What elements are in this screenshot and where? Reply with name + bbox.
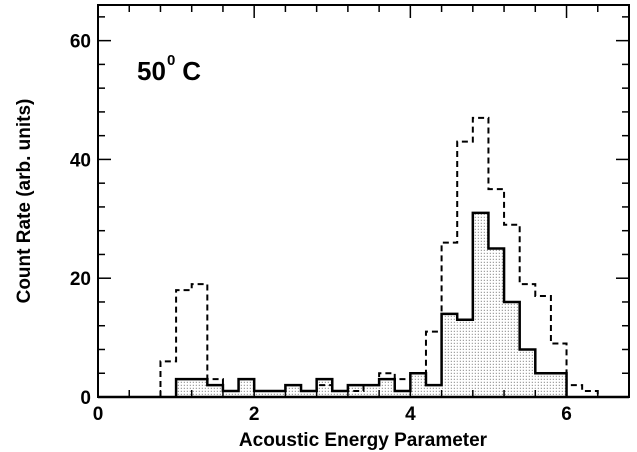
solid-bar-12 [363, 385, 380, 397]
x-tick-label: 2 [249, 404, 260, 425]
solid-bar-22 [519, 349, 536, 397]
annotation-main: 50 [137, 56, 166, 86]
solid-bar-3 [222, 391, 239, 397]
solid-bar-16 [425, 385, 442, 397]
solid-series-line [174, 211, 568, 397]
solid-bar-19 [472, 212, 489, 397]
solid-bar-21 [504, 301, 520, 397]
solid-bar-17 [441, 313, 458, 397]
solid-bar-6 [269, 391, 286, 397]
solid-bar-24 [550, 373, 567, 397]
annotation-suffix: C [175, 56, 201, 86]
solid-bar-2 [207, 385, 223, 397]
x-tick-label: 4 [405, 404, 416, 425]
solid-bar-8 [301, 391, 317, 397]
solid-bar-5 [254, 391, 270, 397]
annotation: 50 0 C [137, 52, 201, 86]
solid-bar-7 [285, 385, 302, 397]
solid-bar-13 [379, 379, 395, 397]
x-axis-label: Acoustic Energy Parameter [239, 430, 488, 451]
solid-bar-4 [238, 379, 255, 397]
y-axis-label: Count Rate (arb. units) [14, 99, 35, 304]
y-tick-label: 20 [70, 269, 91, 290]
y-tick-label: 60 [70, 32, 91, 53]
solid-bar-18 [457, 319, 473, 397]
solid-bar-14 [394, 391, 411, 397]
solid-bar-15 [410, 373, 426, 397]
annotation-superscript: 0 [167, 52, 175, 69]
solid-bar-1 [191, 379, 208, 397]
solid-bar-10 [332, 391, 348, 397]
solid-bar-20 [488, 248, 505, 397]
plot-area [98, 116, 629, 399]
solid-bar-9 [316, 379, 333, 397]
x-tick-label: 6 [561, 404, 572, 425]
x-tick-label: 0 [93, 404, 104, 425]
solid-bar-0 [176, 379, 192, 397]
plot-frame [97, 4, 630, 398]
y-tick-label: 0 [80, 388, 91, 409]
y-tick-label: 40 [70, 150, 91, 171]
solid-bar-23 [535, 373, 551, 397]
